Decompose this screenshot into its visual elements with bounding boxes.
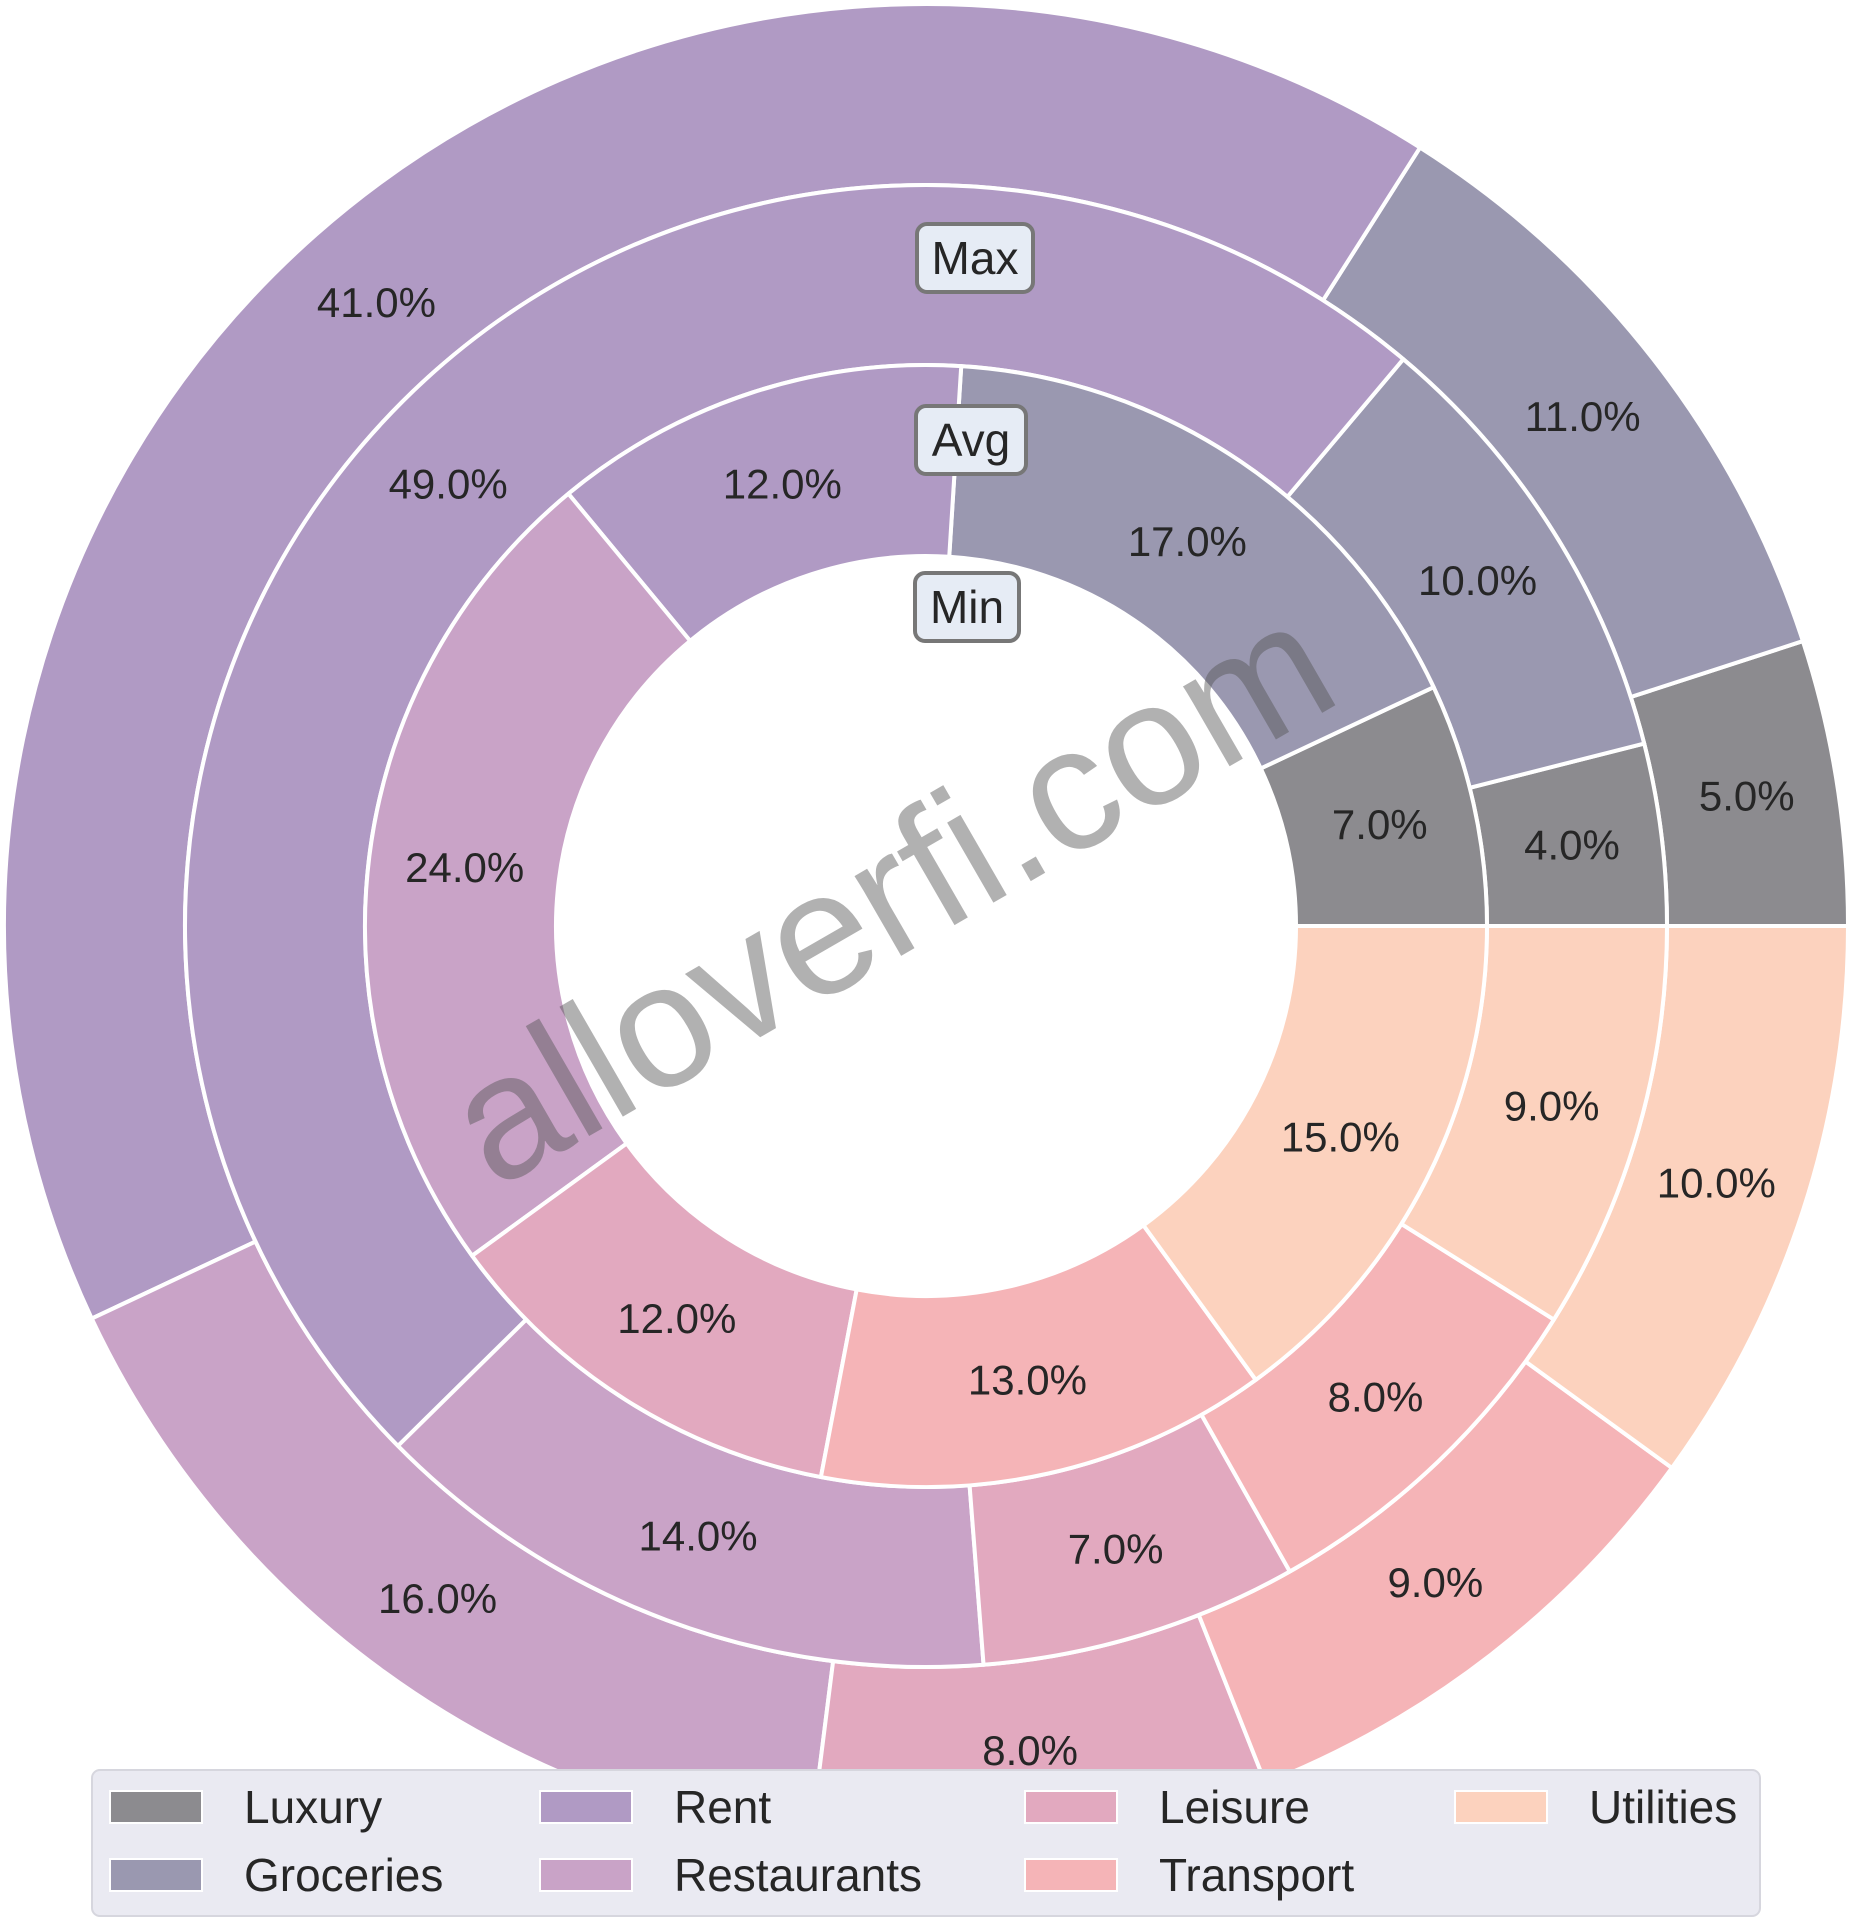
legend-swatch-transport [1024, 1858, 1118, 1892]
wedge-min-restaurants [363, 491, 693, 1258]
legend-label-rent: Rent [674, 1781, 771, 1833]
pct-label-avg-restaurants: 14.0% [639, 1512, 758, 1559]
legend-swatch-restaurants [539, 1858, 633, 1892]
percentage-labels: 5.0% 11.0% 41.0% 16.0% 8.0% 9.0% 10.0% 4.0% 10.0… [317, 279, 1795, 1774]
pct-label-max-leisure: 8.0% [982, 1727, 1078, 1774]
pct-label-min-transport: 13.0% [968, 1356, 1087, 1403]
ring-label-avg: Avg [932, 414, 1010, 466]
wedge-min-groceries [947, 364, 1436, 771]
legend-frame [91, 1769, 1761, 1917]
pct-label-avg-luxury: 4.0% [1524, 822, 1620, 869]
legend-label-transport: Transport [1159, 1849, 1354, 1901]
legend-swatch-groceries [109, 1858, 203, 1892]
pct-label-max-restaurants: 16.0% [378, 1575, 497, 1622]
pct-label-min-restaurants: 24.0% [405, 844, 524, 891]
legend-swatch-utilities [1454, 1790, 1548, 1824]
ring-label-box-min [913, 571, 1021, 643]
legend-swatch-luxury [109, 1790, 203, 1824]
legend-label-utilities: Utilities [1589, 1781, 1737, 1833]
pct-label-min-leisure: 12.0% [617, 1295, 736, 1342]
pct-label-max-utilities: 10.0% [1657, 1159, 1776, 1206]
pct-label-min-rent: 12.0% [723, 460, 842, 507]
ring-labels: Max Avg Min [913, 222, 1035, 643]
legend-label-leisure: Leisure [1159, 1781, 1310, 1833]
legend-swatch-leisure [1024, 1790, 1118, 1824]
wedge-min-transport [818, 1223, 1258, 1489]
pct-label-max-groceries: 11.0% [1525, 393, 1641, 440]
ring-label-box-max [915, 222, 1035, 294]
pct-label-avg-leisure: 7.0% [1068, 1525, 1164, 1572]
legend-swatch-rent [539, 1790, 633, 1824]
legend: Luxury Groceries Rent Restaurants Leisure Tra… [91, 1769, 1761, 1917]
chart-rings [2, 2, 1850, 1850]
pct-label-min-luxury: 7.0% [1332, 801, 1428, 848]
pct-label-max-rent: 41.0% [317, 279, 436, 326]
pct-label-avg-rent: 49.0% [389, 460, 508, 507]
pct-label-max-transport: 9.0% [1387, 1559, 1483, 1606]
ring-label-max: Max [932, 232, 1019, 284]
legend-label-groceries: Groceries [244, 1849, 443, 1901]
pct-label-avg-utilities: 9.0% [1504, 1082, 1600, 1129]
ring-label-box-avg [914, 404, 1028, 476]
wedge-min-utilities [1141, 924, 1489, 1382]
legend-label-restaurants: Restaurants [674, 1849, 922, 1901]
pct-label-avg-transport: 8.0% [1328, 1373, 1424, 1420]
legend-label-luxury: Luxury [244, 1781, 382, 1833]
pct-label-avg-groceries: 10.0% [1418, 557, 1537, 604]
pct-label-min-groceries: 17.0% [1128, 518, 1247, 565]
ring-label-min: Min [930, 581, 1004, 633]
pct-label-min-utilities: 15.0% [1281, 1114, 1400, 1161]
pct-label-max-luxury: 5.0% [1699, 773, 1795, 820]
